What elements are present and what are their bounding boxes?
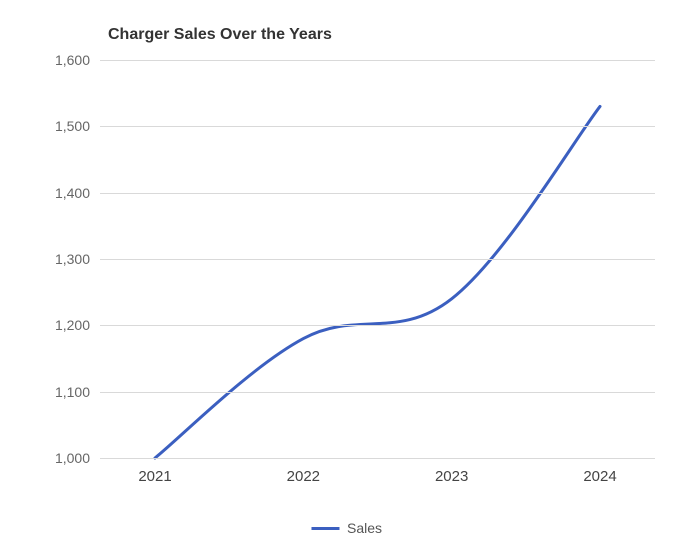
- legend-swatch: [311, 527, 339, 530]
- gridline: [100, 193, 655, 194]
- plot-area: 1,0001,1001,2001,3001,4001,5001,60020212…: [100, 60, 655, 458]
- y-tick-label: 1,500: [55, 118, 90, 134]
- y-tick-label: 1,400: [55, 185, 90, 201]
- gridline: [100, 325, 655, 326]
- series-line-sales: [155, 106, 600, 458]
- chart-title: Charger Sales Over the Years: [108, 26, 332, 44]
- y-tick-label: 1,600: [55, 52, 90, 68]
- y-tick-label: 1,200: [55, 317, 90, 333]
- y-tick-label: 1,100: [55, 384, 90, 400]
- y-tick-label: 1,300: [55, 251, 90, 267]
- x-tick-label: 2024: [583, 468, 616, 485]
- x-tick-label: 2023: [435, 468, 468, 485]
- legend-label: Sales: [347, 520, 382, 536]
- sales-line-chart: Charger Sales Over the Years 1,0001,1001…: [0, 0, 693, 555]
- x-tick-label: 2022: [287, 468, 320, 485]
- gridline: [100, 392, 655, 393]
- x-tick-label: 2021: [138, 468, 171, 485]
- legend: Sales: [311, 520, 382, 536]
- gridline: [100, 458, 655, 459]
- gridline: [100, 60, 655, 61]
- y-tick-label: 1,000: [55, 450, 90, 466]
- gridline: [100, 126, 655, 127]
- gridline: [100, 259, 655, 260]
